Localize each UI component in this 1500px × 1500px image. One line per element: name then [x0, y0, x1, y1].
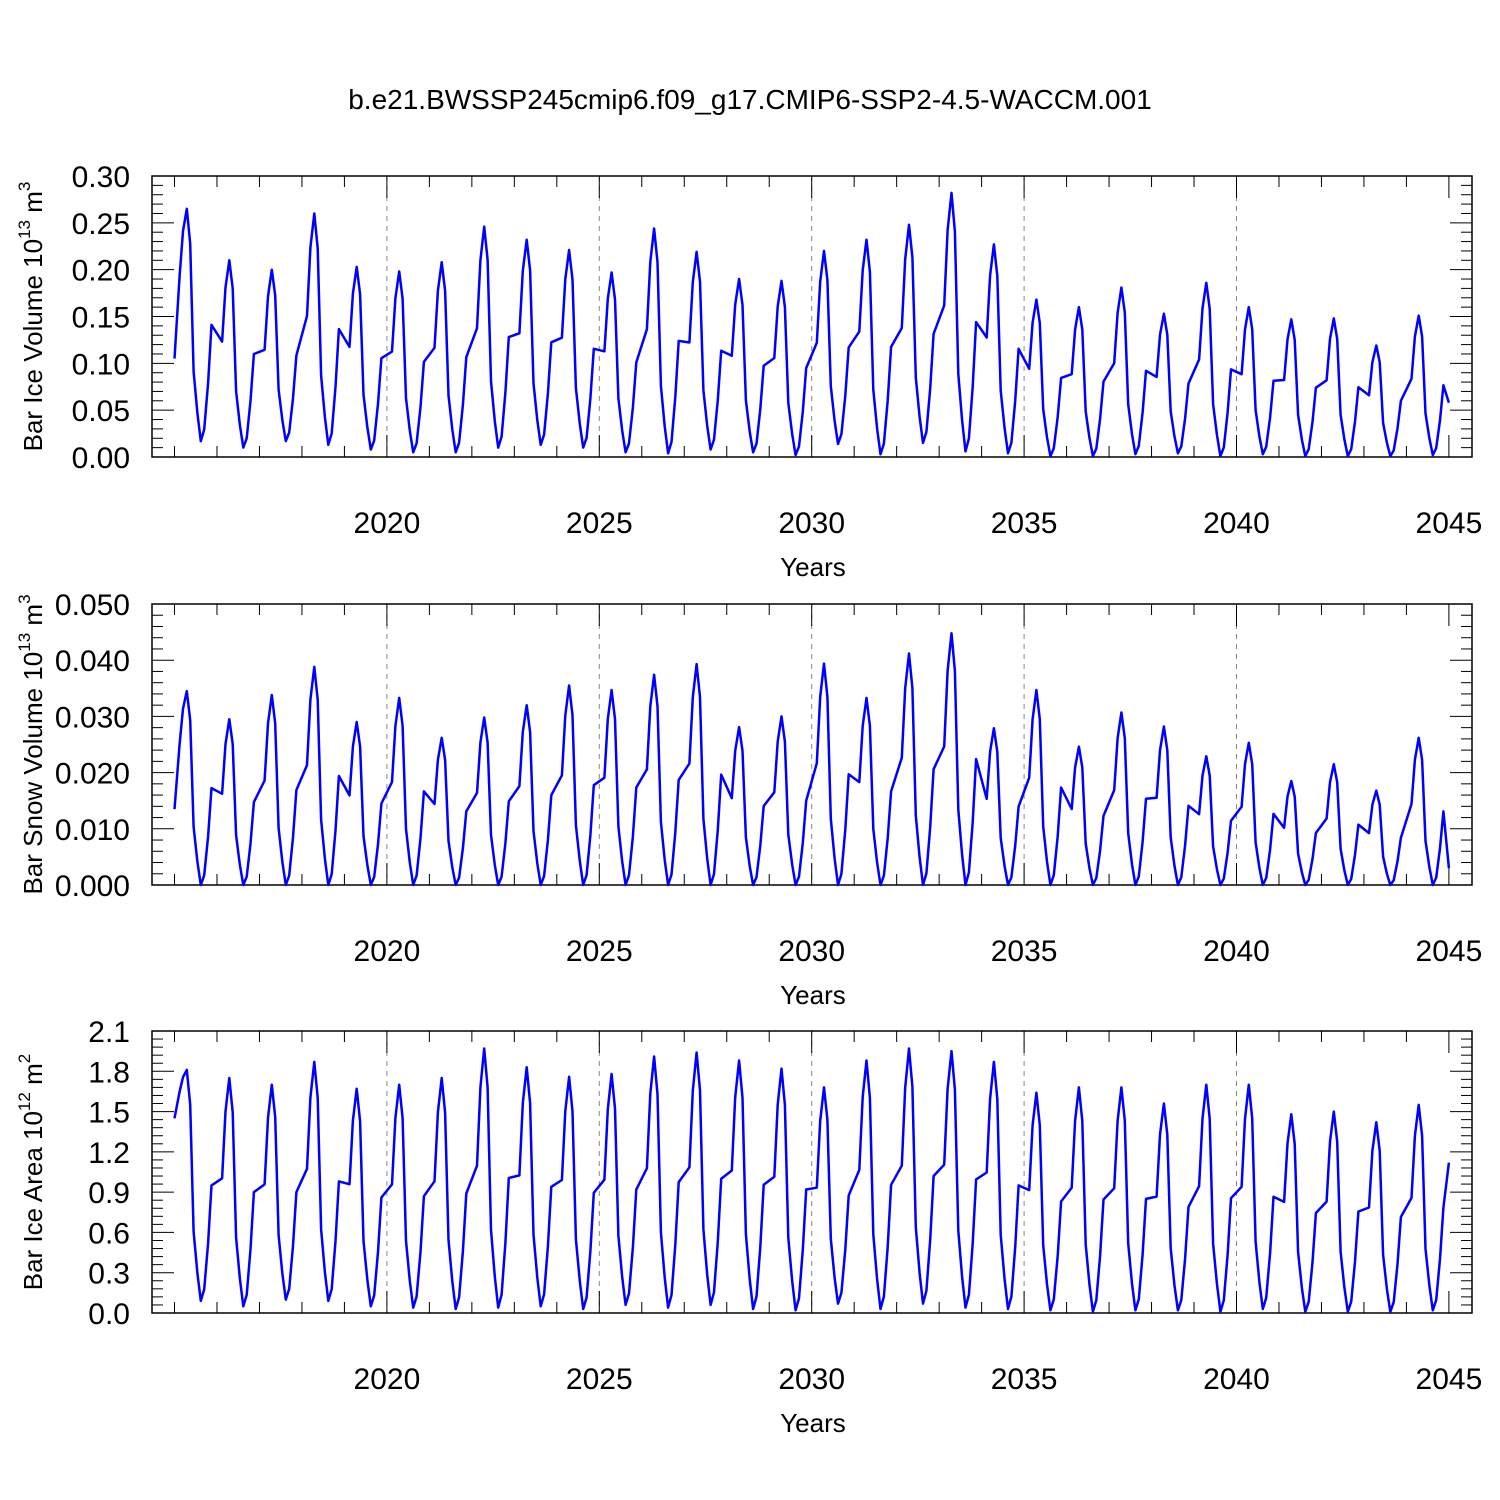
y-tick-label: 0.040	[55, 645, 130, 678]
x-tick-label: 2045	[1416, 507, 1483, 540]
y-tick-label: 0.00	[72, 442, 130, 475]
y-tick-label: 0.25	[72, 208, 130, 241]
y-tick-label: 2.1	[88, 1016, 130, 1049]
series-line	[173, 631, 1451, 887]
y-axis-label: Bar Ice Volume 1013 m3	[15, 182, 48, 452]
y-tick-label: 0.05	[72, 395, 130, 428]
figure-title: b.e21.BWSSP245cmip6.f09_g17.CMIP6-SSP2-4…	[348, 84, 1152, 115]
x-tick-label: 2045	[1416, 935, 1483, 968]
series-line	[173, 191, 1451, 458]
y-tick-label: 0.020	[55, 758, 130, 791]
y-tick-label: 0.000	[55, 870, 130, 903]
x-axis-label: Years	[780, 552, 846, 582]
y-tick-label: 0.050	[55, 589, 130, 622]
y-tick-label: 0.030	[55, 701, 130, 734]
x-tick-label: 2045	[1416, 1363, 1483, 1396]
x-tick-label: 2020	[354, 507, 421, 540]
x-tick-label: 2030	[778, 507, 845, 540]
x-axis-label: Years	[780, 980, 846, 1010]
x-tick-label: 2035	[991, 507, 1058, 540]
y-tick-label: 0.010	[55, 814, 130, 847]
x-tick-label: 2040	[1203, 1363, 1270, 1396]
x-tick-label: 2030	[778, 1363, 845, 1396]
x-tick-label: 2040	[1203, 507, 1270, 540]
x-tick-label: 2035	[991, 1363, 1058, 1396]
x-tick-label: 2040	[1203, 935, 1270, 968]
y-tick-label: 0.6	[88, 1217, 130, 1250]
panel-3: 2020 2025 2030 2035 2040 2045 0.0 0.3 0.6 0.9 1.2 1…	[15, 1016, 1482, 1438]
x-tick-label: 2020	[354, 935, 421, 968]
x-tick-label: 2025	[566, 1363, 633, 1396]
y-tick-label: 1.2	[88, 1137, 130, 1170]
y-tick-label: 0.10	[72, 348, 130, 381]
y-tick-label: 0.3	[88, 1258, 130, 1291]
y-tick-label: 0.9	[88, 1177, 130, 1210]
y-tick-label: 0.20	[72, 255, 130, 288]
panel-1: 2020 2025 2030 2035 2040 2045 0.00 0.05 0.10 0.15…	[15, 161, 1482, 582]
y-tick-label: 1.8	[88, 1056, 130, 1089]
x-axis-label: Years	[780, 1408, 846, 1438]
x-tick-label: 2025	[566, 935, 633, 968]
y-axis-label: Bar Snow Volume 1013 m3	[15, 594, 48, 894]
x-tick-label: 2020	[354, 1363, 421, 1396]
y-axis-label: Bar Ice Area 1012 m2	[15, 1054, 48, 1291]
y-tick-label: 1.5	[88, 1097, 130, 1130]
x-tick-label: 2035	[991, 935, 1058, 968]
panel-2: 2020 2025 2030 2035 2040 2045 0.000 0.010 0.020 0…	[15, 589, 1482, 1010]
x-tick-label: 2025	[566, 507, 633, 540]
y-tick-label: 0.30	[72, 161, 130, 194]
y-tick-label: 0.15	[72, 302, 130, 335]
series-line	[173, 1047, 1451, 1313]
x-tick-label: 2030	[778, 935, 845, 968]
y-tick-label: 0.0	[88, 1298, 130, 1331]
